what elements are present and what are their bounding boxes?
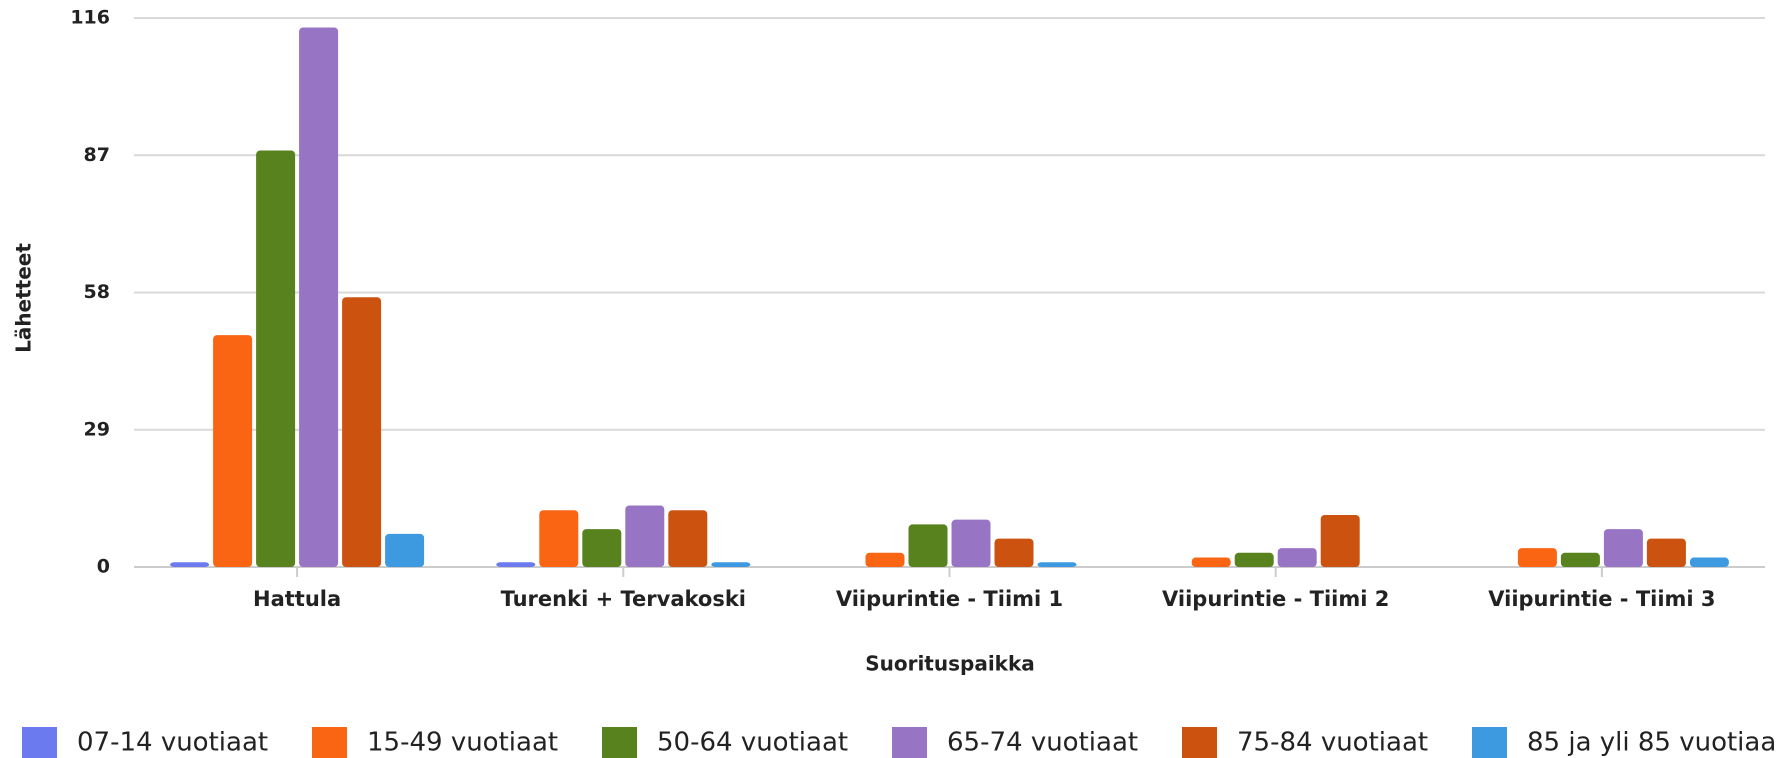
x-tick-label: Turenki + Tervakoski <box>501 587 746 611</box>
legend-label: 85 ja yli 85 vuotiaa <box>1527 728 1776 758</box>
bar <box>1517 548 1557 567</box>
x-tick-label: Hattula <box>253 587 341 611</box>
bar <box>1646 538 1686 567</box>
bar <box>951 519 991 567</box>
bar <box>1191 557 1231 567</box>
bar <box>1234 552 1274 567</box>
y-tick-label: 116 <box>70 7 110 29</box>
y-tick-label: 29 <box>84 418 110 440</box>
bar <box>1603 529 1643 567</box>
y-axis-title: Lähetteet <box>12 243 36 353</box>
legend-label: 65-74 vuotiaat <box>947 728 1138 758</box>
legend-swatch <box>1182 727 1217 758</box>
bar <box>1320 514 1360 567</box>
x-tick-label: Viipurintie - Tiimi 1 <box>836 587 1063 611</box>
x-axis-title: Suorituspaikka <box>865 652 1035 676</box>
bar <box>213 335 253 567</box>
bar <box>582 529 622 567</box>
x-tick-label: Viipurintie - Tiimi 2 <box>1162 587 1389 611</box>
legend-label: 15-49 vuotiaat <box>367 728 558 758</box>
bar <box>908 524 948 567</box>
y-tick-label: 87 <box>84 144 110 166</box>
legend-swatch <box>602 727 637 758</box>
bar <box>1037 562 1077 567</box>
bar <box>1689 557 1729 567</box>
legend-swatch <box>312 727 347 758</box>
bar <box>170 562 210 567</box>
legend-label: 75-84 vuotiaat <box>1237 728 1428 758</box>
legend-swatch <box>22 727 57 758</box>
bar <box>385 533 425 567</box>
x-tick-label: Viipurintie - Tiimi 3 <box>1488 587 1715 611</box>
legend-label: 07-14 vuotiaat <box>77 728 268 758</box>
bar <box>496 562 536 567</box>
bar <box>1560 552 1600 567</box>
bar <box>711 562 751 567</box>
bar <box>256 150 296 567</box>
bar <box>865 552 905 567</box>
bar <box>668 510 708 567</box>
bar <box>539 510 579 567</box>
legend-swatch <box>892 727 927 758</box>
bar <box>625 505 665 567</box>
bar <box>1277 548 1317 567</box>
bar <box>342 297 382 567</box>
bar <box>299 27 339 568</box>
y-tick-label: 58 <box>84 281 110 303</box>
y-tick-label: 0 <box>97 556 110 578</box>
bar <box>994 538 1034 567</box>
legend-label: 50-64 vuotiaat <box>657 728 848 758</box>
legend-swatch <box>1472 727 1507 758</box>
